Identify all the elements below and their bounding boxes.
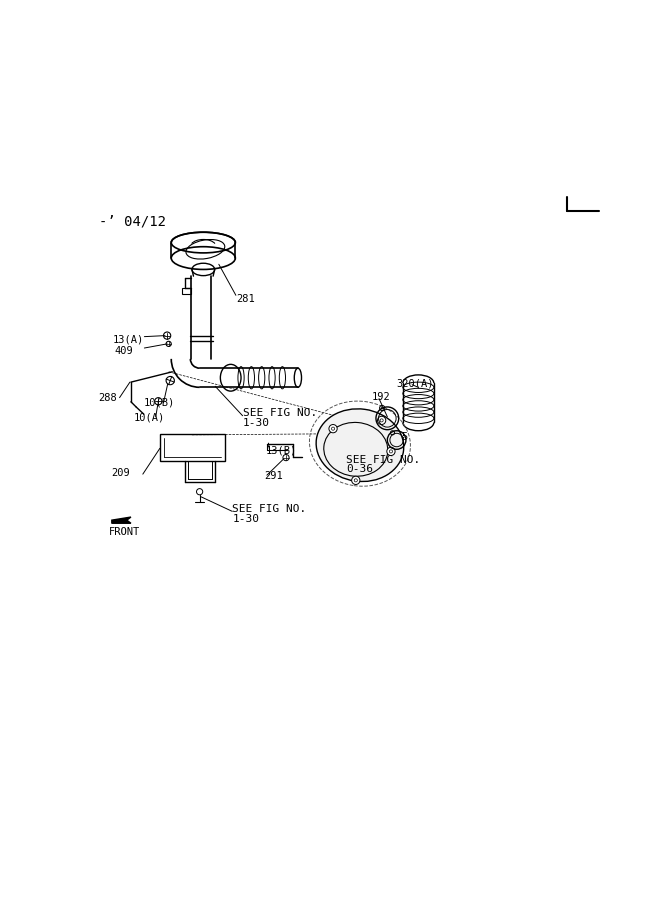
Text: 320(A): 320(A) [397, 379, 434, 389]
Circle shape [380, 418, 384, 422]
Circle shape [331, 428, 335, 430]
Text: -’ 04/12: -’ 04/12 [99, 214, 166, 228]
Text: 1-30: 1-30 [243, 418, 269, 428]
Text: 209: 209 [111, 468, 129, 478]
Text: 10(B): 10(B) [143, 398, 175, 408]
Circle shape [390, 450, 392, 453]
Text: FRONT: FRONT [109, 527, 141, 537]
Circle shape [354, 479, 358, 482]
Ellipse shape [316, 409, 404, 482]
Text: 13(A): 13(A) [112, 334, 143, 344]
Text: 10(A): 10(A) [134, 412, 165, 422]
Circle shape [378, 416, 386, 425]
Text: 1-30: 1-30 [232, 514, 259, 524]
Text: SEE FIG NO.: SEE FIG NO. [346, 454, 420, 464]
Text: 5: 5 [402, 432, 408, 442]
Text: 13(B): 13(B) [265, 446, 297, 455]
Text: 0-36: 0-36 [346, 464, 373, 474]
Circle shape [329, 425, 338, 433]
Text: 291: 291 [264, 472, 283, 482]
Text: 288: 288 [98, 392, 117, 402]
Text: 192: 192 [372, 392, 391, 401]
Circle shape [387, 447, 395, 455]
Text: SEE FIG NO.: SEE FIG NO. [243, 408, 317, 418]
FancyBboxPatch shape [182, 288, 191, 294]
Polygon shape [112, 517, 131, 523]
Text: 281: 281 [236, 294, 255, 304]
Text: 409: 409 [115, 346, 133, 356]
FancyBboxPatch shape [160, 434, 225, 461]
Text: SEE FIG NO.: SEE FIG NO. [232, 504, 307, 514]
Circle shape [352, 476, 360, 484]
